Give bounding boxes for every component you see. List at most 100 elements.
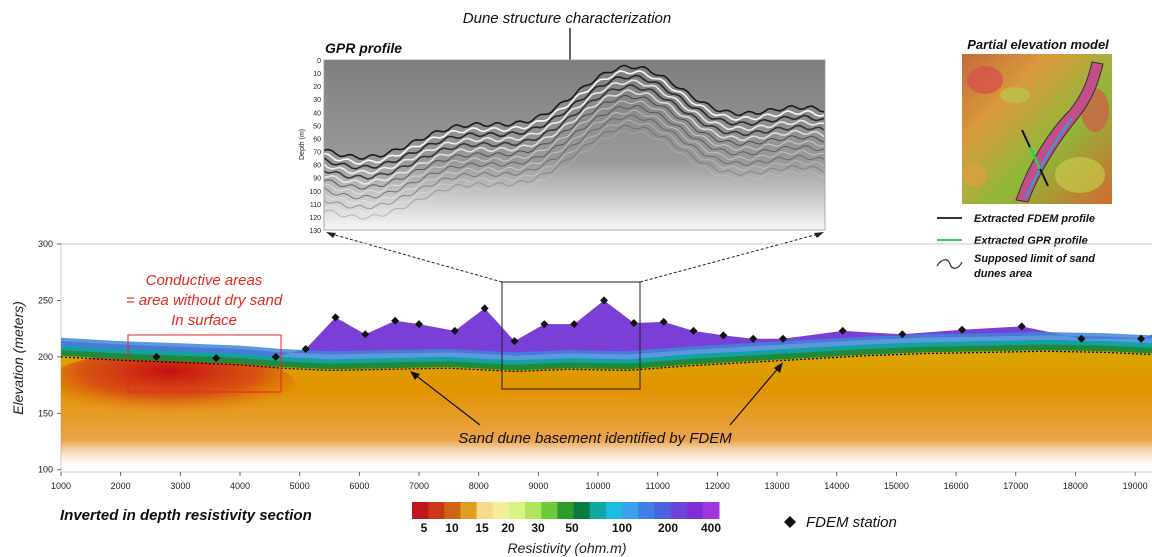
colorbar-label: 30: [531, 521, 545, 535]
colorbar-swatch: [476, 502, 494, 519]
x-tick-label: 19000: [1123, 481, 1148, 491]
y-tick-label: 150: [38, 408, 53, 418]
section-y-axis: 100 150 200 250 300: [38, 239, 61, 475]
colorbar-swatch: [670, 502, 688, 519]
section-resistive-body: [61, 344, 1152, 472]
colorbar-swatch: [460, 502, 478, 519]
basement-label: Sand dune basement identified by FDEM: [458, 430, 732, 447]
fdem-station-marker: [659, 317, 668, 326]
fdem-station-marker: [1137, 334, 1146, 343]
fdem-station-marker: [361, 330, 370, 339]
fdem-station-marker: [600, 296, 609, 305]
fdem-profile-legend: Extracted FDEM profile: [974, 213, 1095, 225]
colorbar-swatch: [654, 502, 672, 519]
gpr-depth-tick: 80: [313, 163, 321, 170]
x-tick-label: 7000: [409, 481, 429, 491]
x-tick-label: 4000: [230, 481, 250, 491]
gpr-depth-tick: 90: [313, 176, 321, 183]
colorbar-label: 5: [421, 521, 428, 535]
conductive-label-line3: In surface: [171, 312, 237, 329]
colorbar-swatch: [541, 502, 558, 519]
colorbar-swatch: [444, 502, 461, 519]
x-tick-label: 2000: [111, 481, 131, 491]
fdem-station-marker: [415, 320, 424, 329]
colorbar-label: 400: [701, 521, 721, 535]
conductive-label-line2: = area without dry sand: [126, 292, 283, 309]
gpr-depth-label: Depth (m): [299, 129, 306, 160]
gpr-depth-axis: 0 10 20 30 40 50 60 70 80 90 100 110 120 130: [309, 58, 321, 235]
fdem-station-marker: [629, 319, 638, 328]
fdem-station-marker: [450, 326, 459, 335]
x-tick-label: 1000: [51, 481, 71, 491]
x-tick-label: 6000: [349, 481, 369, 491]
x-tick-label: 8000: [469, 481, 489, 491]
fdem-station-marker: [540, 320, 549, 329]
gpr-depth-tick: 100: [309, 189, 321, 196]
colorbar-label: 15: [475, 521, 489, 535]
fdem-station-marker: [1017, 322, 1026, 331]
basement-arrow-right-head: [774, 362, 783, 373]
fdem-station-marker: [958, 325, 967, 334]
colorbar-label: 200: [658, 521, 678, 535]
zoom-connector-right: [639, 232, 823, 283]
colorbar-title: Resistivity (ohm.m): [507, 540, 626, 556]
gpr-depth-tick: 60: [313, 136, 321, 143]
fdem-station-marker: [152, 352, 161, 361]
gpr-profile-legend: Extracted GPR profile: [974, 235, 1088, 247]
gpr-depth-tick: 40: [313, 110, 321, 117]
conductive-area-box: [127, 334, 282, 393]
dunes-limit-legend-line1: Supposed limit of sand: [974, 253, 1095, 265]
fdem-station-marker: [1077, 334, 1086, 343]
fdem-station-marker: [212, 354, 221, 362]
colorbar-label: 100: [612, 521, 632, 535]
gpr-depth-tick: 70: [313, 150, 321, 157]
colorbar-swatch: [525, 502, 542, 519]
y-tick-label: 100: [38, 465, 53, 475]
resistivity-section: 1000 2000 3000 4000 5000 6000 7000 8000 9000 1000…: [38, 239, 1152, 491]
fdem-stations: [152, 296, 1146, 362]
colorbar-swatch: [686, 502, 704, 519]
dune-basement-line: [61, 350, 1152, 373]
gpr-radargram: [323, 59, 826, 231]
gpr-zoom-box: [501, 281, 641, 390]
section-x-axis: 1000 2000 3000 4000 5000 6000 7000 8000 9000 1000…: [51, 472, 1148, 491]
section-teal-layer: [61, 339, 1152, 366]
x-tick-label: 18000: [1063, 481, 1088, 491]
fdem-station-marker: [749, 334, 758, 343]
gpr-depth-tick: 110: [310, 202, 321, 209]
y-tick-label: 250: [38, 295, 53, 305]
zoom-connector-left-head: [326, 232, 336, 238]
fdem-station-marker: [480, 304, 489, 313]
colorbar-swatch: [557, 502, 575, 519]
gpr-depth-tick: 50: [313, 123, 321, 130]
fdem-station-marker: [898, 330, 907, 339]
x-tick-label: 12000: [705, 481, 730, 491]
colorbar-label: 10: [445, 521, 459, 535]
colorbar-swatch: [573, 502, 591, 519]
colorbar-swatch: [428, 502, 445, 519]
x-tick-label: 5000: [290, 481, 310, 491]
gpr-depth-tick: 120: [309, 215, 321, 222]
fdem-station-legend: FDEM station: [806, 514, 897, 531]
y-tick-label: 300: [38, 239, 53, 249]
x-tick-label: 9000: [528, 481, 548, 491]
colorbar-label: 20: [501, 521, 515, 535]
elevation-model-title: Partial elevation model: [967, 37, 1109, 52]
x-tick-label: 15000: [884, 481, 909, 491]
colorbar-swatch: [412, 502, 429, 519]
colorbar-swatch: [508, 502, 526, 519]
colorbar-swatch: [702, 502, 720, 519]
dune-structure-label: Dune structure characterization: [463, 10, 671, 27]
basement-arrow-left-head: [410, 371, 420, 380]
x-tick-label: 11000: [646, 481, 670, 491]
gpr-depth-tick: 30: [313, 97, 321, 104]
fdem-station-marker: [838, 326, 847, 335]
section-blue-layer: [61, 332, 1152, 362]
x-tick-label: 17000: [1003, 481, 1028, 491]
fdem-station-marker: [301, 344, 310, 353]
gpr-depth-tick: 20: [313, 84, 321, 91]
resistivity-colorbar: 5 10 15 20 30 50 100 200 400: [412, 502, 721, 535]
gpr-depth-tick: 0: [317, 58, 321, 65]
elevation-model-legend: Extracted FDEM profile Extracted GPR pro…: [936, 213, 1095, 280]
